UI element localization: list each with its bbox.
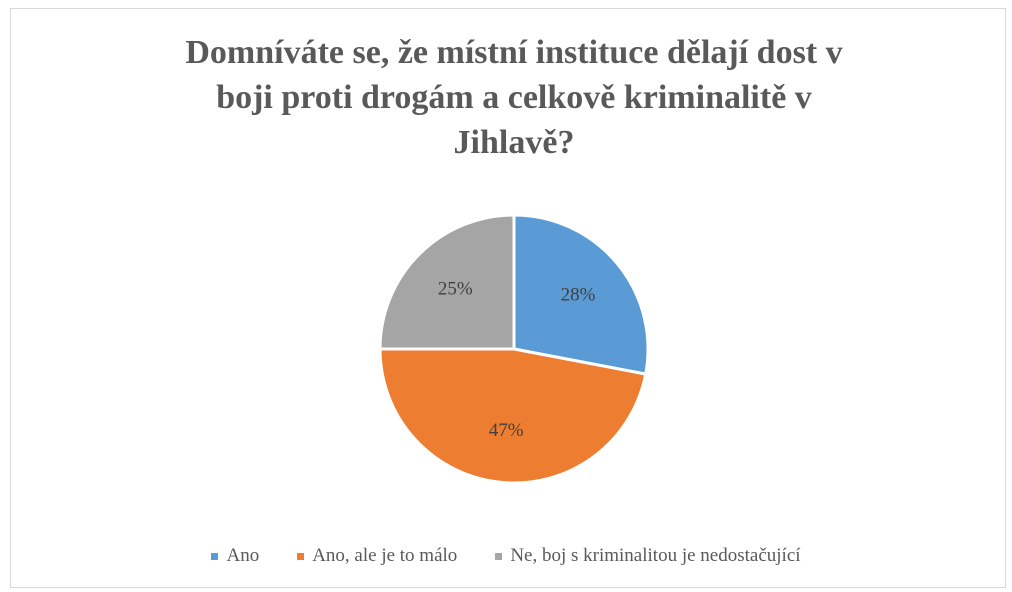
data-label: 47% — [489, 420, 524, 441]
legend-label: Ano — [226, 545, 260, 566]
chart-frame — [10, 8, 1006, 588]
legend-label: Ano, ale je to málo — [312, 545, 458, 566]
legend-swatch — [211, 552, 219, 560]
pie-slice — [378, 213, 516, 351]
chart-title: Domníváte se, že místní instituce dělají… — [185, 34, 843, 161]
legend-item: Ne, boj s kriminalitou je nedostačující — [495, 545, 801, 567]
legend: Ano Ano, ale je to málo Ne, boj s kriminal… — [0, 545, 1012, 567]
data-label: 25% — [438, 279, 473, 300]
data-label: 28% — [561, 284, 596, 305]
legend-swatch — [297, 552, 305, 560]
legend-label: Ne, boj s kriminalitou je nedostačující — [510, 545, 801, 566]
legend-item: Ano, ale je to málo — [297, 545, 457, 567]
pie-slice — [378, 347, 648, 485]
legend-swatch — [495, 552, 503, 560]
pie-slice — [512, 213, 650, 376]
legend-item: Ano — [211, 545, 259, 567]
